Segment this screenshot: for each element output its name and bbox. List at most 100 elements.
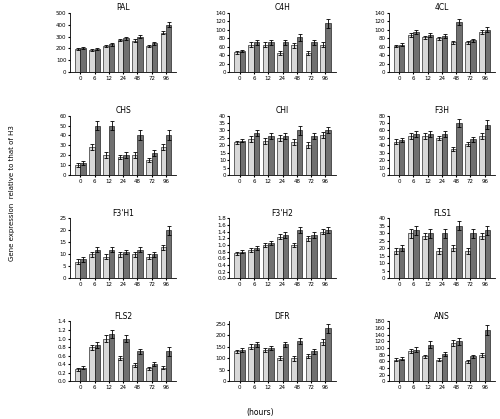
Bar: [470, 140, 476, 176]
Bar: [320, 232, 326, 278]
Bar: [297, 230, 302, 278]
Bar: [254, 248, 260, 278]
Bar: [456, 123, 462, 176]
Title: FLS1: FLS1: [433, 210, 451, 218]
Bar: [80, 367, 86, 381]
Title: DFR: DFR: [274, 312, 290, 321]
Bar: [248, 45, 254, 72]
Bar: [248, 140, 254, 176]
Bar: [123, 252, 128, 278]
Bar: [94, 250, 100, 278]
Bar: [118, 158, 123, 176]
Bar: [306, 53, 311, 72]
Bar: [282, 137, 288, 176]
Bar: [456, 226, 462, 278]
Bar: [240, 252, 245, 278]
Bar: [248, 347, 254, 381]
Bar: [311, 137, 316, 176]
Bar: [465, 42, 470, 72]
Bar: [292, 245, 297, 278]
Bar: [132, 365, 138, 381]
Bar: [89, 147, 94, 176]
Bar: [408, 35, 414, 72]
Bar: [480, 355, 484, 381]
Bar: [465, 361, 470, 381]
Bar: [414, 134, 418, 176]
Bar: [442, 36, 448, 72]
Bar: [414, 350, 418, 381]
Bar: [422, 236, 428, 278]
Bar: [297, 130, 302, 176]
Bar: [240, 141, 245, 176]
Bar: [311, 235, 316, 278]
Bar: [399, 45, 404, 72]
Bar: [123, 339, 128, 381]
Bar: [470, 356, 476, 381]
Bar: [234, 142, 239, 176]
Bar: [146, 160, 152, 176]
Bar: [399, 248, 404, 278]
Bar: [480, 137, 484, 176]
Bar: [138, 135, 143, 176]
Bar: [152, 364, 157, 381]
Bar: [146, 368, 152, 381]
Bar: [394, 46, 399, 72]
Bar: [282, 344, 288, 381]
Bar: [277, 237, 282, 278]
Bar: [263, 245, 268, 278]
Bar: [297, 37, 302, 72]
Bar: [104, 155, 109, 176]
Bar: [450, 248, 456, 278]
Bar: [240, 350, 245, 381]
Bar: [123, 155, 128, 176]
Bar: [94, 49, 100, 72]
Bar: [306, 356, 311, 381]
Bar: [268, 348, 274, 381]
Title: 4CL: 4CL: [434, 3, 449, 13]
Title: F3'H2: F3'H2: [272, 210, 293, 218]
Bar: [326, 23, 331, 72]
Bar: [282, 235, 288, 278]
Bar: [146, 257, 152, 278]
Bar: [297, 341, 302, 381]
Bar: [484, 330, 490, 381]
Bar: [277, 53, 282, 72]
Bar: [428, 134, 433, 176]
Bar: [480, 32, 484, 72]
Bar: [80, 163, 86, 176]
Bar: [132, 155, 138, 176]
Bar: [394, 142, 399, 176]
Title: PAL: PAL: [116, 3, 130, 13]
Bar: [80, 48, 86, 72]
Bar: [254, 42, 260, 72]
Bar: [138, 250, 143, 278]
Bar: [138, 352, 143, 381]
Bar: [109, 126, 114, 176]
Text: Gene expression  relative to that of H3: Gene expression relative to that of H3: [10, 125, 16, 261]
Bar: [152, 153, 157, 176]
Bar: [408, 137, 414, 176]
Title: ANS: ANS: [434, 312, 450, 321]
Bar: [146, 46, 152, 72]
Bar: [326, 130, 331, 176]
Bar: [75, 49, 80, 72]
Bar: [465, 144, 470, 176]
Bar: [311, 42, 316, 72]
Bar: [240, 51, 245, 72]
Bar: [104, 257, 109, 278]
Bar: [268, 243, 274, 278]
Bar: [234, 52, 239, 72]
Bar: [254, 134, 260, 176]
Bar: [442, 354, 448, 381]
Bar: [326, 230, 331, 278]
Bar: [166, 135, 172, 176]
Bar: [89, 347, 94, 381]
Bar: [428, 233, 433, 278]
Bar: [282, 42, 288, 72]
Bar: [399, 359, 404, 381]
Bar: [442, 233, 448, 278]
Bar: [263, 350, 268, 381]
Bar: [399, 140, 404, 176]
Bar: [422, 356, 428, 381]
Bar: [166, 230, 172, 278]
